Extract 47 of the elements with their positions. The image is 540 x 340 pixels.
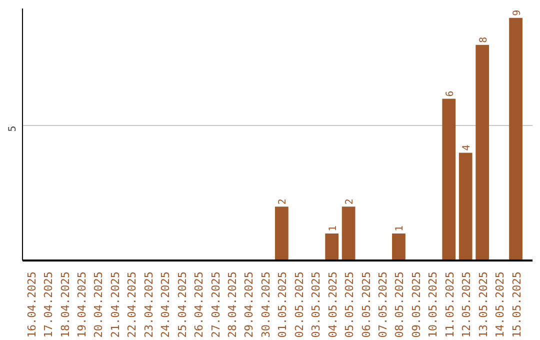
data-label: 1 bbox=[394, 226, 406, 232]
x-tick-label: 10.05.2025 bbox=[426, 271, 440, 338]
x-tick-label: 29.04.2025 bbox=[242, 271, 256, 338]
x-tick-label: 08.05.2025 bbox=[393, 271, 406, 338]
x-tick-label: 14.05.2025 bbox=[494, 271, 507, 338]
bar bbox=[392, 234, 406, 260]
bar bbox=[325, 234, 339, 260]
x-tick-label: 11.05.2025 bbox=[443, 271, 456, 338]
data-label: 4 bbox=[462, 144, 473, 151]
data-label: 8 bbox=[478, 36, 490, 43]
x-tick-label: 21.04.2025 bbox=[108, 271, 122, 338]
x-tick-label: 24.04.2025 bbox=[159, 271, 172, 338]
x-tick-label: 02.05.2025 bbox=[292, 271, 306, 338]
bar bbox=[509, 18, 522, 260]
x-tick-label: 28.04.2025 bbox=[226, 271, 240, 338]
x-tick-label: 27.04.2025 bbox=[209, 271, 222, 338]
x-tick-label: 30.04.2025 bbox=[259, 271, 272, 338]
x-tick-label: 04.05.2025 bbox=[326, 271, 340, 338]
bar bbox=[442, 98, 456, 260]
x-tick-label: 25.04.2025 bbox=[176, 271, 189, 338]
x-tick-label: 12.05.2025 bbox=[460, 271, 474, 338]
x-tick-label: 19.04.2025 bbox=[76, 271, 89, 338]
x-tick-label: 20.04.2025 bbox=[92, 271, 106, 338]
x-tick-label: 01.05.2025 bbox=[276, 271, 290, 338]
bar bbox=[342, 206, 356, 260]
x-tick-label: 16.04.2025 bbox=[25, 271, 38, 338]
data-label: 1 bbox=[328, 226, 339, 232]
bar bbox=[458, 152, 472, 260]
x-tick-label: 13.05.2025 bbox=[476, 271, 490, 338]
data-label: 6 bbox=[444, 90, 456, 97]
x-tick-label: 22.04.2025 bbox=[126, 271, 139, 338]
x-tick-label: 26.04.2025 bbox=[192, 271, 206, 338]
x-tick-label: 18.04.2025 bbox=[58, 271, 72, 338]
x-tick-label: 15.05.2025 bbox=[510, 271, 524, 338]
data-label: 2 bbox=[278, 198, 289, 205]
x-tick-label: 23.04.2025 bbox=[142, 271, 156, 338]
x-tick-label: 06.05.2025 bbox=[360, 271, 373, 338]
x-tick-label: 07.05.2025 bbox=[376, 271, 390, 338]
bar bbox=[476, 44, 490, 260]
x-tick-label: 03.05.2025 bbox=[310, 271, 323, 338]
x-tick-label: 17.04.2025 bbox=[42, 271, 56, 338]
y-tick-label: 5 bbox=[8, 126, 18, 132]
data-label: 9 bbox=[512, 10, 523, 16]
bar bbox=[274, 206, 288, 260]
data-label: 2 bbox=[344, 198, 356, 205]
x-tick-label: 09.05.2025 bbox=[410, 271, 423, 338]
x-tick-label: 05.05.2025 bbox=[343, 271, 356, 338]
